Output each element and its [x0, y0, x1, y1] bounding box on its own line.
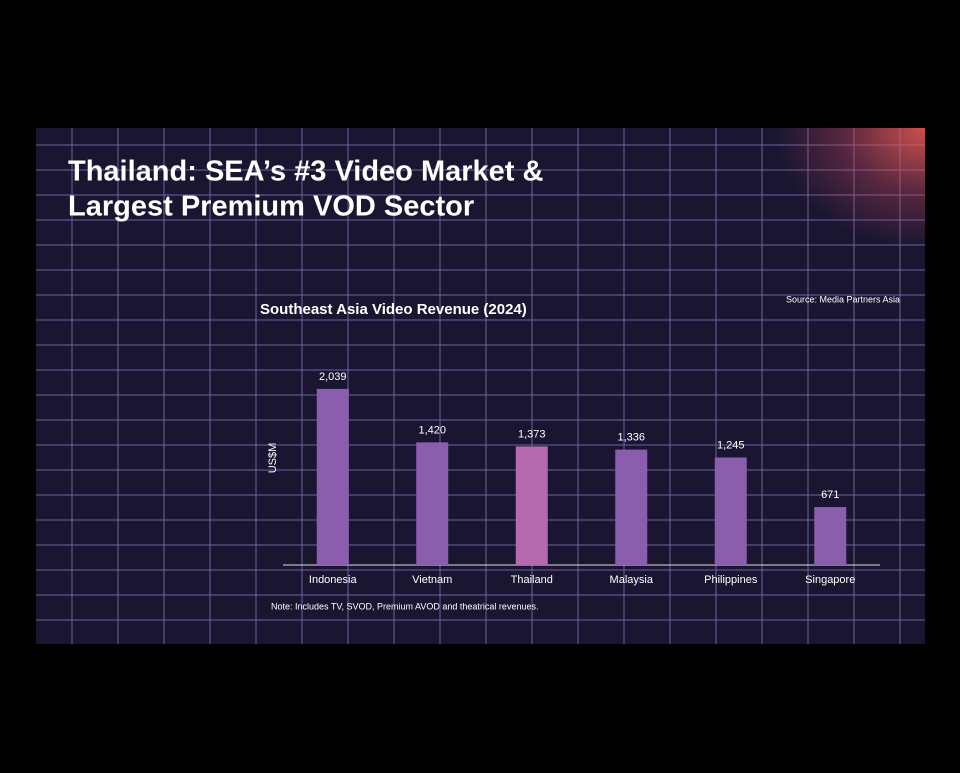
value-label: 671 [821, 489, 839, 501]
x-tick-label: Malaysia [610, 574, 654, 586]
note: Note: Includes TV, SVOD, Premium AVOD an… [271, 601, 538, 611]
bar [814, 507, 847, 565]
x-tick-label: Indonesia [309, 574, 358, 586]
slide-title: Largest Premium VOD Sector [68, 191, 474, 223]
value-label: 1,420 [418, 424, 446, 436]
x-tick-label: Vietnam [412, 574, 452, 586]
value-label: 1,336 [617, 432, 645, 444]
x-tick-label: Philippines [704, 574, 758, 586]
bar [615, 449, 648, 565]
slide-title: Thailand: SEA’s #3 Video Market & [68, 156, 543, 188]
bar [416, 442, 449, 565]
chart-title: Southeast Asia Video Revenue (2024) [260, 301, 527, 318]
y-axis-label: US$M [267, 443, 279, 474]
slide [36, 128, 925, 644]
bar [515, 446, 548, 565]
x-tick-label: Singapore [805, 574, 855, 586]
bar [714, 457, 747, 565]
value-label: 1,373 [518, 428, 546, 440]
x-tick-label: Thailand [511, 574, 553, 586]
source: Source: Media Partners Asia [786, 294, 900, 304]
value-label: 1,245 [717, 439, 745, 451]
value-label: 2,039 [319, 371, 347, 383]
bar [316, 388, 349, 565]
